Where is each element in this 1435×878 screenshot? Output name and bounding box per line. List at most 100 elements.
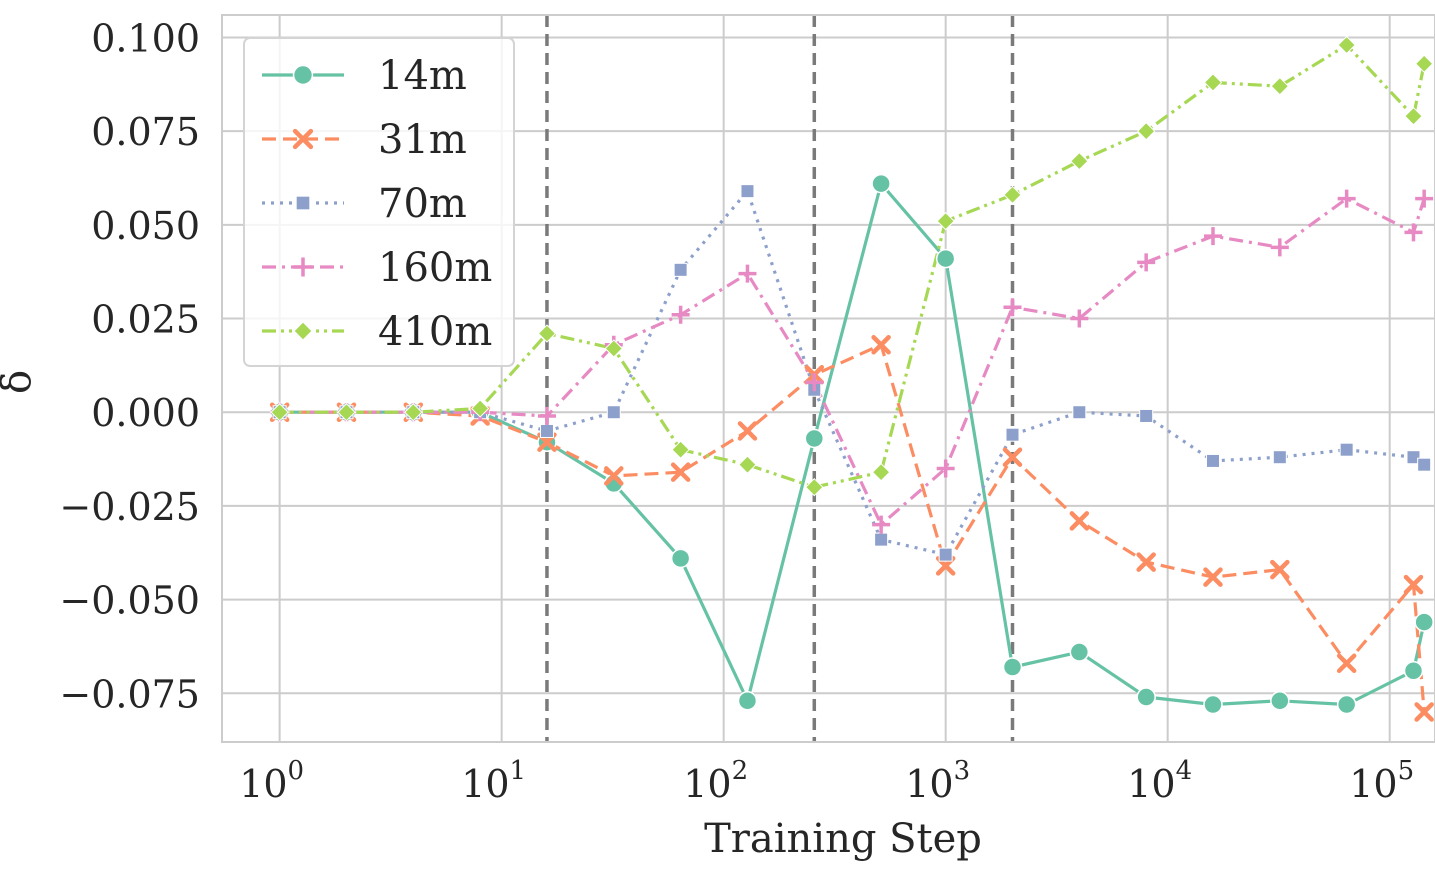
data-point-circle [1002, 657, 1023, 677]
data-point-x [292, 128, 314, 150]
series-markers-410m [270, 35, 1434, 497]
data-point-plus [537, 406, 556, 425]
data-point-diamond [604, 339, 624, 358]
data-point-plus [805, 373, 824, 392]
data-point-square [1205, 453, 1220, 468]
x-tick-exponent: 5 [1398, 756, 1415, 786]
data-point-x [1136, 552, 1156, 572]
data-point-diamond [537, 324, 557, 343]
data-point-x [1203, 567, 1223, 587]
data-point-square [1072, 405, 1087, 420]
data-point-diamond [671, 440, 690, 459]
data-point-square [673, 262, 688, 277]
data-point-square [1406, 450, 1421, 465]
data-point-x [1336, 653, 1357, 674]
data-point-diamond [936, 211, 955, 231]
data-point-plus [936, 459, 955, 478]
data-point-square [938, 547, 953, 562]
x-tick-label: 105 [1349, 756, 1414, 806]
legend-label: 31m [378, 117, 467, 163]
x-tick-label: 102 [683, 756, 748, 806]
data-point-circle [935, 248, 956, 269]
legend-box [243, 37, 515, 367]
data-point-plus [1003, 298, 1022, 317]
data-point-diamond [1414, 54, 1434, 73]
data-point-diamond [871, 462, 891, 482]
data-point-x [1403, 574, 1424, 595]
x-tick-label: 101 [461, 756, 526, 806]
x-tick-label: 100 [239, 756, 304, 806]
data-point-circle [1336, 694, 1357, 715]
x-tick-base: 10 [239, 762, 287, 806]
x-tick-base: 10 [683, 762, 731, 806]
data-point-x [604, 466, 624, 486]
data-point-diamond [470, 399, 490, 418]
data-point-square [1139, 408, 1154, 423]
data-point-circle [1414, 612, 1434, 632]
data-point-diamond [1270, 76, 1290, 96]
plot-frame [221, 14, 1435, 743]
data-point-square [1417, 457, 1432, 472]
data-point-x [737, 421, 758, 441]
data-point-diamond [1337, 35, 1356, 55]
data-point-circle [670, 548, 691, 569]
data-point-circle [804, 428, 825, 449]
data-point-plus [738, 264, 757, 283]
data-point-square [1005, 427, 1020, 442]
legend-items: 14m 31m 70m 160m 410m [262, 53, 492, 355]
data-point-square [874, 532, 889, 547]
data-point-square [1272, 450, 1287, 465]
x-tick-base: 10 [905, 762, 953, 806]
x-axis-label: Training Step [704, 816, 982, 862]
legend-item-31m: 31m [262, 117, 467, 163]
data-point-square [295, 195, 311, 211]
legend-item-70m: 70m [262, 181, 467, 227]
x-tick-exponent: 1 [510, 756, 527, 786]
x-tick-exponent: 2 [732, 756, 749, 786]
legend-item-14m: 14m [262, 53, 467, 99]
y-axis-label: δ [0, 370, 40, 394]
data-point-diamond [805, 477, 824, 497]
data-point-plus [1270, 238, 1289, 257]
data-point-square [606, 405, 621, 420]
data-point-diamond [1203, 73, 1223, 92]
data-point-plus [1404, 223, 1423, 242]
data-point-diamond [1136, 121, 1156, 141]
data-point-circle [292, 64, 314, 86]
data-point-x [1069, 511, 1090, 531]
data-point-diamond [1070, 151, 1089, 171]
y-tick-label: 0.075 [91, 110, 200, 154]
y-tick-label: −0.025 [59, 485, 200, 529]
y-tick-label: −0.075 [59, 672, 200, 716]
data-point-square [740, 184, 755, 199]
legend-item-160m: 160m [262, 245, 492, 291]
data-point-x [1002, 447, 1023, 467]
legend-item-410m: 410m [262, 309, 492, 355]
data-point-circle [1203, 694, 1223, 715]
y-tick-label: 0.100 [91, 16, 200, 60]
x-tick-label: 103 [905, 756, 970, 806]
data-point-plus [293, 257, 313, 277]
x-tick-exponent: 0 [288, 756, 305, 786]
data-point-x [1414, 702, 1434, 722]
data-point-plus [671, 305, 690, 324]
x-tick-base: 10 [1127, 762, 1175, 806]
legend-label: 70m [378, 181, 467, 227]
x-tick-exponent: 3 [954, 756, 971, 786]
y-tick-label: 0.025 [91, 298, 200, 342]
data-point-square [1339, 442, 1354, 457]
data-point-diamond [1404, 106, 1423, 126]
data-point-plus [1070, 309, 1089, 328]
y-tick-label: 0.050 [91, 204, 200, 248]
vertical-reference-lines [545, 15, 1015, 742]
data-point-plus [872, 515, 891, 534]
data-point-circle [1270, 691, 1290, 711]
data-point-plus [1137, 253, 1156, 272]
data-point-plus [1337, 189, 1356, 208]
data-point-diamond [738, 455, 757, 474]
legend-label: 160m [378, 245, 492, 291]
data-point-x [871, 335, 891, 355]
x-tick-exponent: 4 [1176, 756, 1193, 786]
legend-label: 14m [378, 53, 467, 99]
